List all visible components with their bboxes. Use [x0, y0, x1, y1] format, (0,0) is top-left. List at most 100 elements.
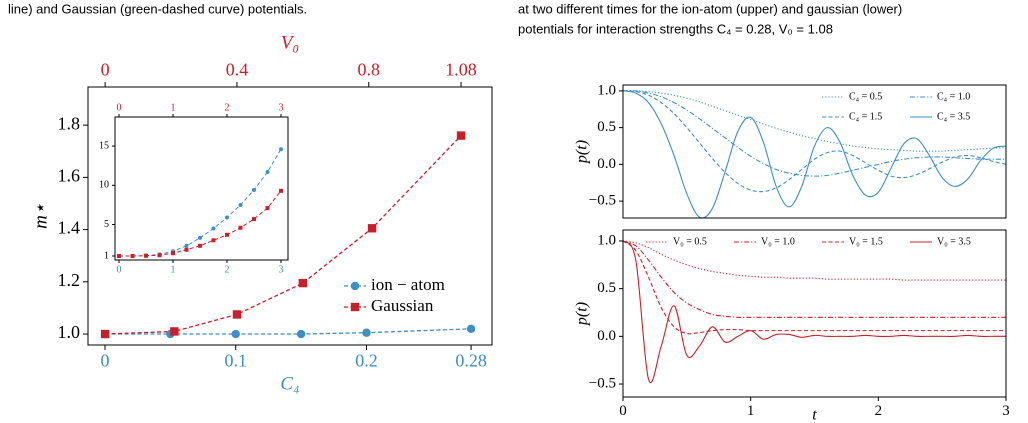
y-axis-label: m⋆	[30, 203, 51, 229]
caption-right: potentials for interaction strengths C₄ …	[518, 21, 833, 36]
legend-label: V₀ = 0.5	[673, 236, 707, 247]
y-tick-label: 1.2	[58, 270, 81, 290]
plot-frame	[622, 84, 1007, 219]
series-line	[104, 328, 472, 335]
x2-tick-label: 3	[278, 102, 283, 113]
legend-label: C₄ = 3.5	[937, 111, 970, 122]
marker	[278, 147, 283, 152]
y-tick-label: −0.5	[589, 375, 616, 391]
x-tick-label: 2	[875, 403, 883, 419]
y-tick-label: 0.0	[597, 156, 616, 172]
x-tick-label: 0.28	[455, 351, 487, 371]
legend-marker	[350, 281, 360, 291]
y-axis-label: p(t)	[574, 140, 591, 164]
marker	[238, 202, 243, 207]
y-tick-label: 15	[99, 140, 109, 151]
marker	[224, 215, 229, 220]
caption-left: line) and Gaussian (green-dashed curve) …	[8, 1, 307, 16]
series-line	[623, 90, 1006, 193]
x-tick-label: 1	[747, 403, 755, 419]
marker	[265, 169, 270, 174]
x2-tick-label: 0	[116, 102, 121, 113]
marker	[197, 235, 202, 240]
marker	[224, 232, 229, 237]
marker	[211, 226, 216, 231]
x2-tick-label: 2	[224, 102, 229, 113]
marker	[232, 310, 242, 319]
x2-axis-label: V₀	[281, 32, 299, 53]
y-axis-label: p(t)	[574, 302, 591, 326]
x2-tick-label: 1	[170, 102, 175, 113]
y-tick-label: 1.0	[597, 232, 616, 248]
x2-tick-label: 1.08	[445, 59, 477, 79]
plot-frame	[87, 86, 493, 346]
legend-label: ion − atom	[371, 275, 445, 294]
series-line	[105, 135, 462, 335]
x-tick-label: 0.2	[355, 351, 378, 371]
y-tick-label: 1.0	[597, 82, 616, 98]
x-tick-label: 0	[116, 264, 121, 275]
marker	[231, 329, 240, 339]
x-tick-label: 1	[170, 264, 175, 275]
y-tick-label: 1.8	[58, 113, 81, 133]
legend-label: C₄ = 1.0	[937, 91, 970, 102]
marker	[116, 253, 121, 258]
marker	[184, 247, 189, 252]
legend-label: C₄ = 0.5	[849, 91, 882, 102]
marker	[157, 253, 162, 258]
legend-label: Gaussian	[371, 296, 434, 315]
marker	[130, 253, 135, 258]
marker	[362, 328, 371, 337]
y-tick-label: 1.0	[58, 322, 81, 342]
y-tick-label: 10	[99, 180, 109, 191]
marker	[278, 188, 283, 193]
x2-tick-label: 0	[101, 59, 110, 79]
chart: 1.0 1.2 1.4 1.6 1.8 0 0.1 0.2 0.28 0 0.4 0.8 1.08 C₄ V…	[30, 32, 493, 394]
inset-background	[115, 117, 288, 260]
legend-label: C₄ = 1.5	[849, 111, 882, 122]
y-tick-label: 0.0	[597, 328, 616, 344]
y-tick-label: 0.5	[597, 119, 616, 135]
legend-label: V₀ = 1.5	[849, 236, 883, 247]
y-tick-label: 0.5	[597, 280, 616, 296]
y-tick-label: 1	[104, 250, 109, 261]
marker	[296, 329, 306, 339]
series-line	[623, 240, 1006, 383]
legend-marker	[350, 302, 360, 312]
series-line	[623, 90, 1006, 177]
plot-frame	[114, 116, 289, 261]
marker	[100, 329, 110, 339]
marker	[197, 243, 202, 248]
x-tick-label: 3	[278, 264, 283, 275]
y-tick-label: 1.6	[58, 165, 81, 185]
legend-label: V₀ = 3.5	[937, 236, 971, 247]
plot-frame	[622, 229, 1007, 398]
y-tick-label: 1.4	[58, 218, 81, 238]
series-line	[623, 90, 1006, 218]
series-line	[623, 240, 1006, 318]
x-axis-label: t	[812, 407, 817, 423]
marker	[211, 238, 216, 243]
marker	[456, 131, 466, 140]
legend-label: V₀ = 1.0	[761, 236, 795, 247]
y-tick-label: 5	[104, 219, 109, 230]
marker	[170, 327, 179, 336]
marker	[251, 188, 256, 193]
marker	[143, 253, 148, 258]
marker	[367, 224, 377, 233]
x2-tick-label: 0.8	[358, 59, 381, 79]
x-tick-label: 0.1	[224, 351, 247, 371]
x-tick-label: 0	[619, 403, 627, 419]
marker	[298, 278, 308, 288]
chart: −0.5 0.0 0.5 1.0 p(t) C₄ = 0.5 C₄ = 1.0 C₄ = 1.…	[574, 82, 1007, 219]
marker	[238, 225, 243, 230]
x2-tick-label: 0.4	[226, 59, 249, 79]
caption-right: at two different times for the ion-atom …	[518, 1, 902, 16]
y-tick-label: −0.5	[589, 193, 616, 209]
x-tick-label: 3	[1002, 403, 1010, 419]
marker	[251, 217, 256, 222]
marker	[466, 324, 476, 334]
marker	[184, 243, 189, 248]
